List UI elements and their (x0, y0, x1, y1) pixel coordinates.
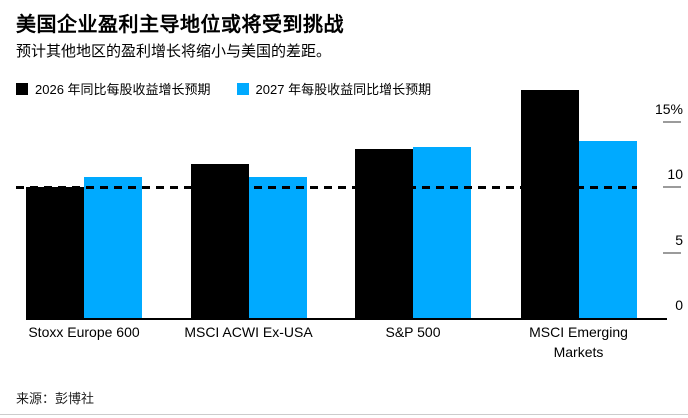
y-tick-5 (663, 251, 681, 254)
category-label-3: MSCI Emerging Markets (529, 324, 628, 360)
x-axis-line (26, 318, 667, 320)
y-tick-15 (663, 120, 681, 123)
chart-subtitle: 预计其他地区的盈利增长将缩小与美国的差距。 (16, 43, 332, 60)
y-tick-10 (663, 186, 681, 189)
bar-2026-2 (355, 149, 413, 318)
y-tick-label-10: 10 (667, 166, 683, 183)
chart-title: 美国企业盈利主导地位或将受到挑战 (16, 14, 344, 36)
y-tick-label-15: 15% (654, 100, 683, 117)
bar-2026-1 (190, 163, 249, 318)
source-note: 来源：彭博社 (16, 391, 95, 406)
category-label-2: S&P 500 (385, 324, 441, 340)
bottom-divider (0, 414, 688, 415)
bar-2027-1 (248, 176, 307, 318)
legend-label-2026: 2026 年同比每股收益增长预期 (35, 82, 211, 97)
reference-line-10pct (16, 185, 637, 189)
bar-2027-0 (84, 176, 142, 318)
bar-2027-3 (578, 141, 637, 318)
bar-2027-2 (413, 146, 471, 318)
y-tick-label-0: 0 (675, 297, 683, 313)
legend: 2026 年同比每股收益增长预期 2027 年每股收益同比增长预期 (16, 79, 431, 98)
legend-swatch-2026-icon (16, 82, 28, 95)
legend-label-2027: 2027 年每股收益同比增长预期 (255, 82, 432, 97)
legend-item-2027: 2027 年每股收益同比增长预期 (236, 79, 432, 98)
bar-2026-0 (26, 187, 84, 318)
y-tick-label-5: 5 (675, 231, 683, 248)
category-label-1: MSCI ACWI Ex-USA (184, 324, 313, 340)
legend-swatch-2027-icon (236, 82, 249, 95)
legend-item-2026: 2026 年同比每股收益增长预期 (16, 79, 211, 98)
category-label-0: Stoxx Europe 600 (28, 324, 140, 340)
bar-2026-3 (520, 90, 579, 318)
